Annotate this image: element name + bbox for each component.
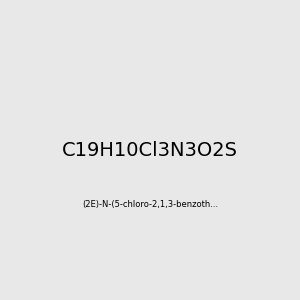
- Text: C19H10Cl3N3O2S: C19H10Cl3N3O2S: [62, 140, 238, 160]
- Text: (2E)-N-(5-chloro-2,1,3-benzoth...: (2E)-N-(5-chloro-2,1,3-benzoth...: [82, 200, 218, 208]
